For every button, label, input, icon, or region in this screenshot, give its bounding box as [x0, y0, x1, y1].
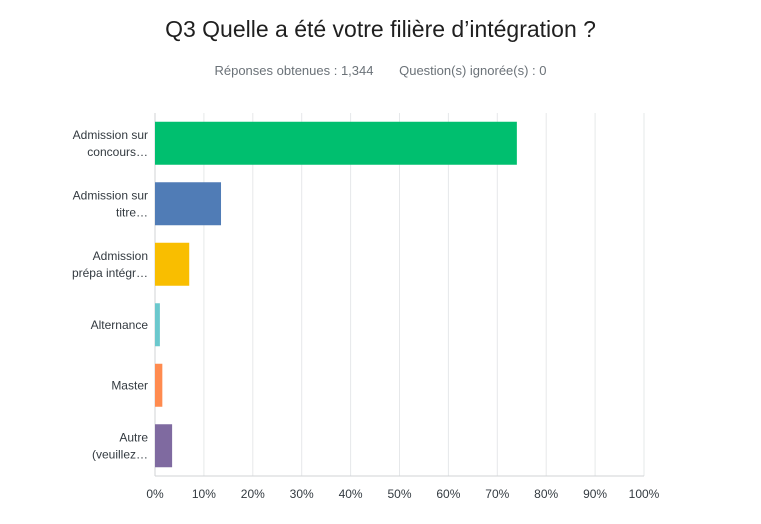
bars [155, 121, 517, 468]
x-tick-label: 40% [339, 487, 363, 501]
category-label: Admission prépa intégr… [72, 249, 148, 280]
bar[interactable] [155, 182, 222, 226]
x-tick-labels: 0% 10% 20% 30% 40% 50% 60% 70% 80% 90% 100% [146, 487, 659, 501]
bar[interactable] [155, 363, 163, 407]
x-tick-label: 20% [241, 487, 265, 501]
x-tick-label: 50% [387, 487, 411, 501]
bar[interactable] [155, 242, 190, 286]
x-tick-label: 90% [583, 487, 607, 501]
gridlines [154, 113, 645, 477]
category-label: Admission sur concours… [73, 128, 148, 159]
category-label: Admission sur titre… [73, 188, 148, 219]
bar[interactable] [155, 121, 517, 165]
chart-title: Q3 Quelle a été votre filière d’intégrat… [165, 16, 596, 42]
category-label: Alternance [91, 318, 149, 332]
bar[interactable] [155, 303, 160, 347]
x-tick-label: 100% [629, 487, 660, 501]
x-tick-label: 60% [436, 487, 460, 501]
bar[interactable] [155, 424, 173, 468]
x-tick-label: 70% [485, 487, 509, 501]
x-tick-label: 30% [290, 487, 314, 501]
category-label: Autre (veuillez… [92, 430, 148, 461]
x-tick-label: 10% [192, 487, 216, 501]
category-label: Master [111, 378, 148, 392]
response-summary: Réponses obtenues : 1,344 Question(s) ig… [0, 63, 761, 78]
category-labels: Admission sur concours… Admission sur titre… [72, 128, 148, 462]
x-tick-label: 0% [146, 487, 164, 501]
x-tick-label: 80% [534, 487, 558, 501]
responses-count: Réponses obtenues : 1,344 [214, 63, 374, 78]
skipped-count: Question(s) ignorée(s) : 0 [399, 63, 547, 78]
